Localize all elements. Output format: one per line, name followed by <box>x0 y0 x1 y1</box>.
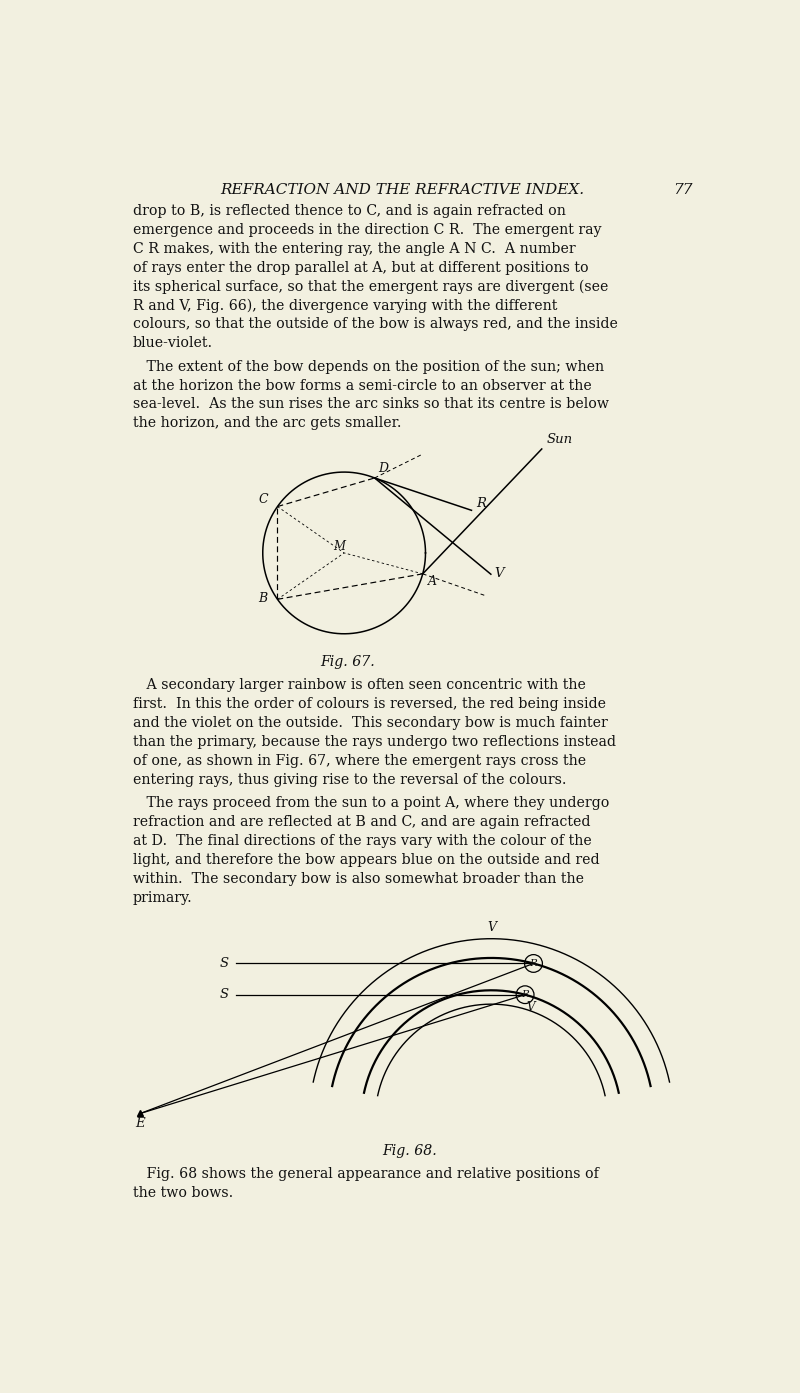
Text: and the violet on the outside.  This secondary bow is much fainter: and the violet on the outside. This seco… <box>133 716 607 730</box>
Text: S: S <box>220 957 230 970</box>
Text: at the horizon the bow forms a semi-circle to an observer at the: at the horizon the bow forms a semi-circ… <box>133 379 591 393</box>
Text: C: C <box>258 493 268 507</box>
Text: its spherical surface, so that the emergent rays are divergent (see: its spherical surface, so that the emerg… <box>133 280 608 294</box>
Text: D: D <box>378 462 388 475</box>
Text: emergence and proceeds in the direction C R.  The emergent ray: emergence and proceeds in the direction … <box>133 223 601 237</box>
Text: Fig. 68 shows the general appearance and relative positions of: Fig. 68 shows the general appearance and… <box>133 1167 598 1181</box>
Text: B: B <box>258 592 267 606</box>
Text: within.  The secondary bow is also somewhat broader than the: within. The secondary bow is also somewh… <box>133 872 583 886</box>
Text: S: S <box>220 988 230 1002</box>
Text: the horizon, and the arc gets smaller.: the horizon, and the arc gets smaller. <box>133 417 401 430</box>
Text: Fig. 68.: Fig. 68. <box>382 1144 438 1159</box>
Text: V: V <box>487 921 496 933</box>
Text: of rays enter the drop parallel at A, but at different positions to: of rays enter the drop parallel at A, bu… <box>133 260 588 274</box>
Text: 77: 77 <box>674 184 693 198</box>
Text: R and V, Fig. 66), the divergence varying with the different: R and V, Fig. 66), the divergence varyin… <box>133 298 557 313</box>
Text: light, and therefore the bow appears blue on the outside and red: light, and therefore the bow appears blu… <box>133 853 599 866</box>
Text: A: A <box>428 575 437 588</box>
Text: refraction and are reflected at B and C, and are again refracted: refraction and are reflected at B and C,… <box>133 815 590 829</box>
Text: R: R <box>521 990 529 999</box>
Text: Fig. 67.: Fig. 67. <box>321 655 375 670</box>
Text: the two bows.: the two bows. <box>133 1187 233 1201</box>
Text: R: R <box>530 958 538 968</box>
Text: colours, so that the outside of the bow is always red, and the inside: colours, so that the outside of the bow … <box>133 318 618 332</box>
Text: entering rays, thus giving rise to the reversal of the colours.: entering rays, thus giving rise to the r… <box>133 773 566 787</box>
Text: at D.  The final directions of the rays vary with the colour of the: at D. The final directions of the rays v… <box>133 834 591 848</box>
Text: than the primary, because the rays undergo two reflections instead: than the primary, because the rays under… <box>133 736 615 749</box>
Text: V: V <box>494 567 503 581</box>
Text: drop to B, is reflected thence to C, and is again refracted on: drop to B, is reflected thence to C, and… <box>133 205 566 219</box>
Text: The rays proceed from the sun to a point A, where they undergo: The rays proceed from the sun to a point… <box>133 797 609 811</box>
Text: sea-level.  As the sun rises the arc sinks so that its centre is below: sea-level. As the sun rises the arc sink… <box>133 397 609 411</box>
Text: M: M <box>334 540 346 553</box>
Text: C R makes, with the entering ray, the angle A N C.  A number: C R makes, with the entering ray, the an… <box>133 242 575 256</box>
Text: R: R <box>476 497 486 510</box>
Text: The extent of the bow depends on the position of the sun; when: The extent of the bow depends on the pos… <box>133 359 604 373</box>
Text: of one, as shown in Fig. 67, where the emergent rays cross the: of one, as shown in Fig. 67, where the e… <box>133 754 586 768</box>
Text: REFRACTION AND THE REFRACTIVE INDEX.: REFRACTION AND THE REFRACTIVE INDEX. <box>220 184 584 198</box>
Text: blue-violet.: blue-violet. <box>133 336 213 350</box>
Text: E: E <box>136 1117 146 1130</box>
Text: first.  In this the order of colours is reversed, the red being inside: first. In this the order of colours is r… <box>133 698 606 712</box>
Text: primary.: primary. <box>133 890 192 904</box>
Text: Sun: Sun <box>546 433 573 446</box>
Text: A secondary larger rainbow is often seen concentric with the: A secondary larger rainbow is often seen… <box>133 678 586 692</box>
Text: V: V <box>526 1002 534 1014</box>
